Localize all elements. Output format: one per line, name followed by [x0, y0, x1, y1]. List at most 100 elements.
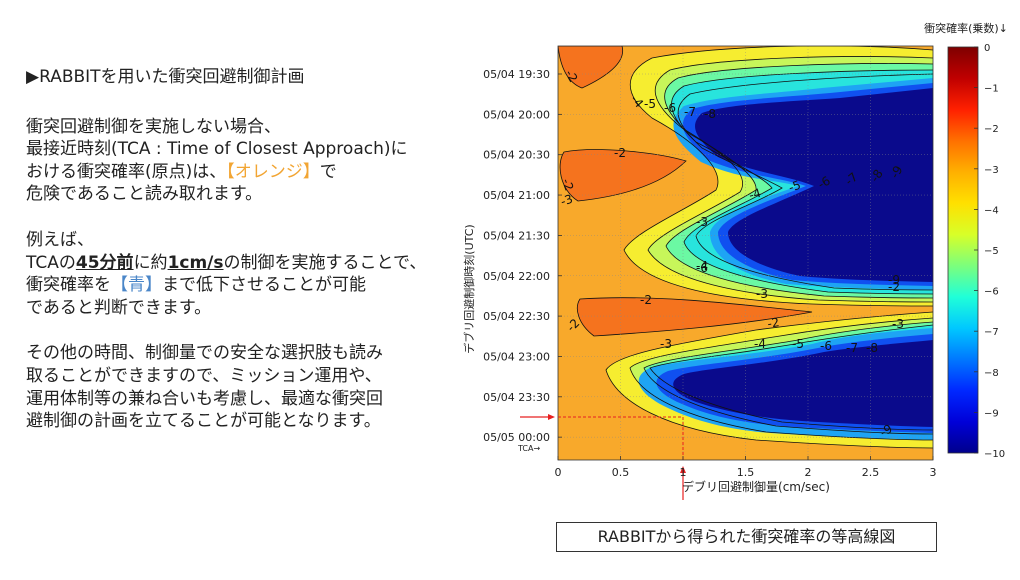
contour-label: -3 [696, 215, 708, 229]
contour-line-lower-4 [629, 317, 933, 441]
contour-label: -7 [684, 105, 696, 119]
colorbar-gradient [947, 46, 979, 454]
p2-line4: であると判断できます。 [26, 297, 212, 318]
contour-label: -3 [660, 337, 672, 351]
y-tick-label: 05/04 23:00 [483, 350, 550, 363]
contour-line-red-top [558, 46, 624, 89]
contour-lines [558, 46, 933, 449]
contour-label: -7 [846, 341, 858, 355]
contour-line-lower-3 [605, 311, 933, 449]
orange-highlight: 【オレンジ】 [226, 161, 320, 182]
p1-line3-tail: で [319, 161, 337, 182]
y-tick-label: 05/04 20:00 [483, 108, 550, 121]
paragraph-example: 例えば、 TCAの45分前に約1cm/sの制御を実施することで、 衝突確率を【青… [26, 229, 462, 319]
y-axis-label: デブリ回避制御時刻(UTC) [462, 224, 476, 353]
contour-label: -8 [704, 107, 716, 121]
example-maneuver-marker [520, 413, 686, 500]
red-lobe-middle [560, 149, 686, 201]
p2-line3: 衝突確率を [26, 275, 111, 296]
y-tick-label: 05/04 21:00 [483, 189, 550, 202]
slide-heading: ▶RABBITを用いた衝突回避制御計画 [26, 67, 305, 87]
contour-label: -3 [756, 287, 768, 301]
contour-line-upper-6 [671, 69, 933, 295]
lower-blue-level-10 [673, 340, 933, 427]
colorbar-ticks: 0 −1 −2 −3 −4 −5 −6 −7 −8 −9 −10 [974, 43, 1005, 460]
contour-line-upper-4 [647, 56, 933, 303]
contour-label: -4 [747, 186, 762, 203]
p2-line2-e: の制御を実施することで、 [223, 252, 427, 273]
x-tick-label: 2.5 [862, 466, 880, 479]
p2-line3-tail: まで低下させることが可能 [162, 275, 366, 296]
colorbar-tick-label: −7 [984, 327, 999, 338]
colorbar-tick-label: −9 [984, 408, 999, 419]
chart-caption: RABBITから得られた衝突確率の等高線図 [556, 522, 937, 552]
p2-line2-c: に約 [133, 252, 168, 273]
x-tick-label: 0 [555, 466, 562, 479]
contour-label: -6 [664, 101, 676, 115]
contour-label: -2 [559, 177, 576, 193]
y-axis-ticks: 05/04 19:30 05/04 20:00 05/04 20:30 05/04 2… [483, 68, 562, 444]
colorbar-title: 衝突確率(乗数)↓ [924, 21, 1008, 35]
upper-blue-level-10 [695, 88, 933, 282]
p1-line3: おける衝突確率(原点)は、 [26, 161, 227, 182]
paragraph-other-options: その他の時間、制御量での安全な選択肢も読み 取ることができますので、ミッション運… [26, 342, 462, 432]
p3-line2: 取ることができますので、ミッション運用や、 [26, 365, 382, 386]
contour-line-upper-5 [664, 63, 933, 299]
contour-label: -2 [888, 280, 900, 294]
y-tick-label: 05/04 23:30 [483, 391, 550, 404]
contour-label: -2 [766, 315, 780, 331]
colorbar-tick-label: −8 [984, 368, 999, 379]
colorbar: 0 −1 −2 −3 −4 −5 −6 −7 −8 −9 −10 [947, 43, 1005, 460]
p1-line1: 衝突回避制御を実施しない場合、 [26, 116, 281, 137]
x-axis-ticks: 0 0.5 1 1.5 2 2.5 3 [555, 456, 937, 479]
p3-line1: その他の時間、制御量での安全な選択肢も読み [26, 343, 383, 364]
collision-probability-contour-chart: -2-2-2-2-2 -2-2-3-3-3-3-3-4-4-4-4-5-5-5-6… [462, 21, 1008, 500]
colorbar-tick-label: 0 [984, 43, 990, 54]
x-tick-label: 2 [805, 466, 812, 479]
explanation-panel: ▶RABBITを用いた衝突回避制御計画 衝突回避制御を実施しない場合、 最接近時… [26, 66, 462, 456]
x-tick-label: 3 [930, 466, 937, 479]
marker-arrow-left-head [548, 413, 555, 420]
contour-label: -5 [644, 97, 656, 111]
contour-line-upper-7 [677, 73, 933, 291]
contour-line-red-middle [559, 149, 687, 202]
time-before-tca: 45分前 [75, 252, 134, 273]
y-tick-label: 05/04 22:30 [483, 310, 550, 323]
contour-label: -4 [754, 337, 766, 351]
grid-lines [558, 46, 933, 460]
tca-marker-label: TCA→ [517, 444, 540, 453]
contour-label: -6 [820, 339, 832, 353]
contour-label: -8 [866, 341, 878, 355]
p2-line2-a: TCAの [26, 252, 76, 273]
y-tick-label: 05/04 20:30 [483, 149, 550, 162]
colorbar-tick-label: −3 [984, 165, 999, 176]
contour-line-red-lower [577, 297, 813, 337]
contour-label: -5 [792, 337, 804, 351]
red-lobe-top [558, 46, 623, 88]
y-tick-label: 05/04 22:00 [483, 270, 550, 283]
contour-label: -3 [892, 317, 904, 331]
paragraph-no-maneuver: 衝突回避制御を実施しない場合、 最接近時刻(TCA : Time of Clos… [26, 116, 462, 206]
y-tick-label: 05/04 21:30 [483, 229, 550, 242]
contour-line-lower-6 [649, 324, 933, 431]
y-tick-label: 05/05 00:00 [483, 431, 550, 444]
contour-line-lower-5 [643, 321, 933, 435]
contour-label: -4 [696, 259, 708, 273]
colorbar-tick-label: −2 [984, 124, 999, 135]
contour-label: -3 [559, 192, 575, 209]
colorbar-tick-label: −5 [984, 246, 999, 257]
p3-line3: 運用体制等の兼ね合いも考慮し、最適な衝突回 [26, 388, 383, 409]
x-tick-label: 1.5 [737, 466, 755, 479]
blue-highlight: 【青】 [111, 275, 162, 296]
colorbar-tick-label: −10 [984, 449, 1005, 460]
contour-label: -2 [640, 293, 652, 307]
contour-line-upper-3 [623, 46, 933, 307]
p1-line4: 危険であること読み取れます。 [26, 184, 263, 205]
contour-label: -2 [614, 146, 626, 160]
maneuver-amount: 1cm/s [167, 252, 224, 273]
p3-line4: 避制御の計画を立てることが可能となります。 [26, 411, 381, 432]
x-tick-label: 0.5 [612, 466, 630, 479]
p1-line2: 最接近時刻(TCA : Time of Closest Approach)に [26, 139, 408, 160]
contour-label: -9 [888, 273, 900, 287]
contour-label: -5 [787, 178, 803, 195]
